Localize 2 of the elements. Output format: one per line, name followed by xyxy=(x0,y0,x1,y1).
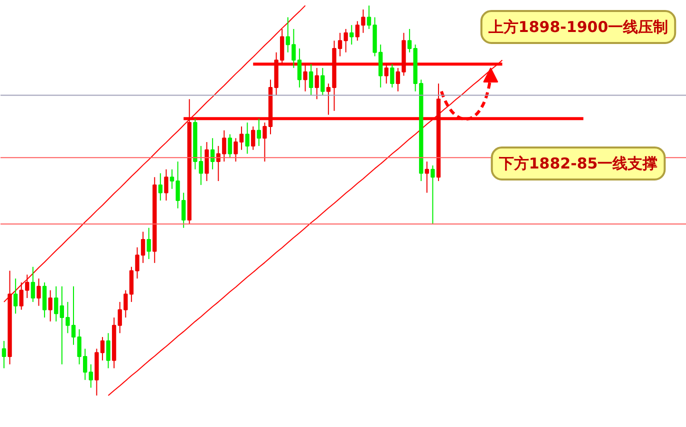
annotation: 上方1898-1900一线压制 xyxy=(487,18,668,36)
annotation: 下方1882-85一线支撑 xyxy=(498,154,658,172)
